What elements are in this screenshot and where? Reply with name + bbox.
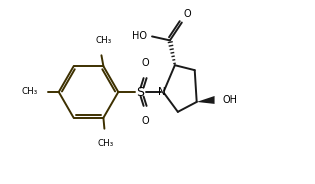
Text: CH₃: CH₃ (97, 139, 113, 148)
Text: HO: HO (132, 31, 147, 41)
Text: CH₃: CH₃ (95, 36, 112, 45)
Text: O: O (141, 116, 149, 126)
Text: CH₃: CH₃ (22, 88, 38, 96)
Text: O: O (184, 9, 192, 19)
Text: N: N (158, 87, 166, 97)
Text: O: O (141, 58, 149, 68)
Text: S: S (136, 86, 144, 98)
Text: OH: OH (222, 95, 238, 105)
Polygon shape (197, 96, 215, 104)
